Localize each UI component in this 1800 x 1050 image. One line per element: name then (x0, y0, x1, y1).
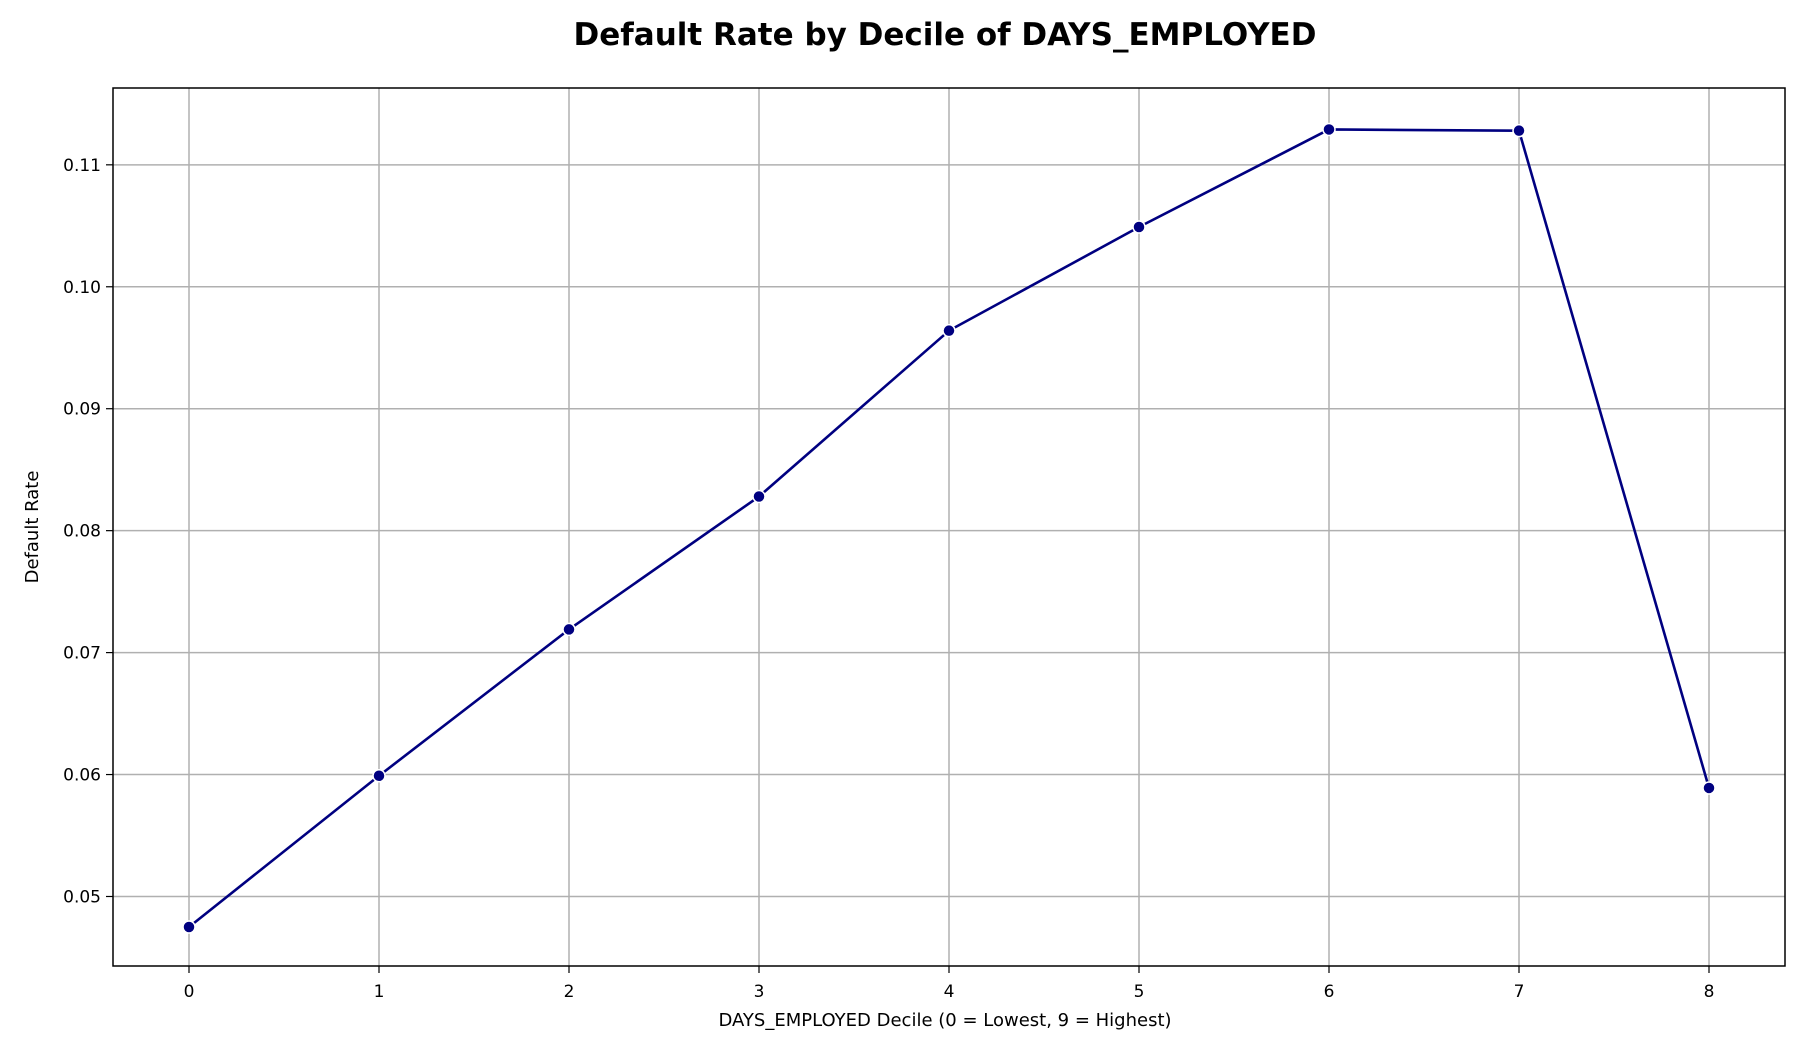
x-tick-label: 8 (1704, 982, 1715, 1002)
data-point (562, 622, 576, 637)
y-tick-label: 0.10 (63, 278, 101, 298)
series-group (182, 122, 1716, 934)
axis-ticks: 0 1 2 3 4 5 6 7 8 0.05 0.06 0.07 0.08 0.09 0.10 0.11 (63, 156, 1714, 1002)
x-tick-label: 4 (944, 982, 955, 1002)
chart-title: Default Rate by Decile of DAYS_EMPLOYED (574, 17, 1317, 53)
data-point (1132, 220, 1146, 234)
x-tick-label: 5 (1134, 982, 1145, 1002)
x-axis-label: DAYS_EMPLOYED Decile (0 = Lowest, 9 = Hi… (718, 1010, 1171, 1031)
x-tick-label: 0 (184, 982, 195, 1002)
y-tick-label: 0.05 (63, 887, 101, 907)
x-tick-label: 3 (754, 982, 765, 1002)
grid-lines (113, 88, 1785, 966)
data-point (942, 323, 956, 338)
data-point (1512, 123, 1526, 138)
data-point (372, 769, 386, 783)
y-tick-label: 0.06 (63, 766, 101, 786)
x-tick-label: 7 (1514, 982, 1525, 1002)
y-axis-label: Default Rate (22, 471, 43, 584)
x-tick-label: 1 (374, 982, 385, 1002)
data-point (1702, 781, 1716, 795)
plot-area-frame (112, 87, 1786, 967)
data-point (752, 489, 766, 504)
y-tick-label: 0.07 (63, 644, 101, 664)
y-tick-label: 0.11 (63, 156, 101, 176)
x-tick-label: 6 (1324, 982, 1335, 1002)
data-point (1322, 122, 1336, 137)
y-tick-label: 0.09 (63, 400, 101, 420)
y-tick-label: 0.08 (63, 522, 101, 542)
data-point (182, 920, 196, 934)
x-tick-label: 2 (564, 982, 575, 1002)
